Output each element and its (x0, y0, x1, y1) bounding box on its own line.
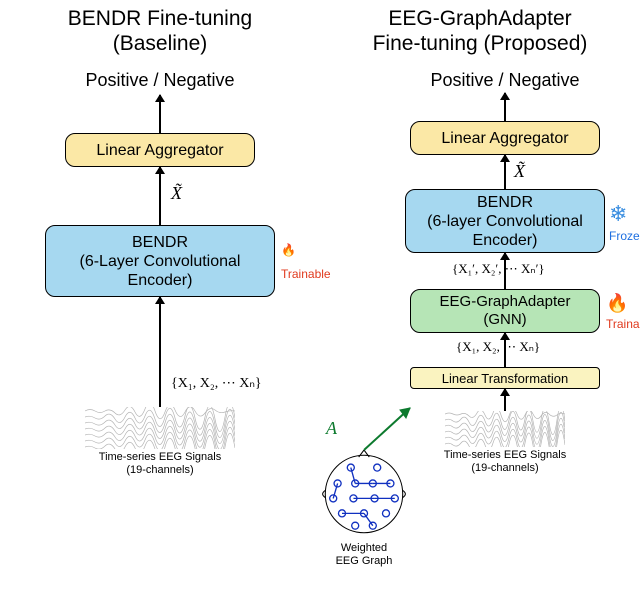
right-bendr-l2: (6-layer Convolutional (427, 212, 583, 231)
arrow-up-icon (504, 155, 506, 189)
left-caption-l2: (19-channels) (126, 464, 193, 476)
right-bendr-block: BENDR (6-layer Convolutional Encoder) (405, 189, 605, 253)
right-bendr-l3: Encoder) (473, 231, 538, 250)
right-gnn-l1: EEG-GraphAdapter (440, 293, 571, 311)
left-title-l2: (Baseline) (113, 32, 208, 55)
graph-caption: Weighted EEG Graph (322, 542, 406, 567)
right-trainable-label: Trainable (606, 317, 640, 331)
left-bendr-block: BENDR (6-Layer Convolutional Encoder) (45, 225, 275, 297)
right-title: EEG-GraphAdapter Fine-tuning (Proposed) (373, 6, 588, 56)
right-caption: Time-series EEG Signals (19-channels) (444, 449, 566, 474)
left-bendr-l3: Encoder) (128, 271, 193, 290)
left-caption: Time-series EEG Signals (19-channels) (99, 451, 221, 476)
graph-caption-l1: Weighted (341, 542, 387, 554)
right-xset: {X₁, X₂, ⋯ Xₙ} (456, 339, 540, 355)
left-xtilde: X̃ (171, 183, 182, 204)
eeg-signals-icon (85, 407, 235, 449)
right-title-l1: EEG-GraphAdapter (388, 7, 571, 30)
left-aggregator-block: Linear Aggregator (65, 133, 255, 167)
right-aggregator-block: Linear Aggregator (410, 121, 600, 155)
right-gnn-l2: (GNN) (483, 311, 526, 329)
arrow-up-icon (504, 389, 506, 411)
fire-icon: 🔥 (281, 243, 296, 257)
right-aggregator-label: Linear Aggregator (441, 129, 568, 148)
right-arrow2-wrap: X̃ (504, 155, 506, 189)
arrow-up-icon (504, 93, 506, 121)
right-lintrans-block: Linear Transformation (410, 367, 600, 389)
green-arrow-icon (340, 400, 420, 455)
right-xprime: {X₁′, X₂′, ⋯ Xₙ′} (452, 261, 545, 277)
right-xtilde: X̃ (514, 161, 525, 182)
left-trainable-label: Trainable (281, 267, 331, 281)
eeg-signals-icon (445, 411, 565, 447)
right-gnn-wrap: EEG-GraphAdapter (GNN) 🔥 Trainable (410, 289, 600, 333)
right-caption-l1: Time-series EEG Signals (444, 449, 566, 461)
right-lintrans-label: Linear Transformation (442, 371, 568, 386)
arrow-up-icon (159, 167, 161, 225)
left-arrow3-wrap: {X₁, X₂, ⋯ Xₙ} (159, 297, 161, 407)
right-arrow3-wrap: {X₁′, X₂′, ⋯ Xₙ′} (504, 253, 506, 289)
left-xset: {X₁, X₂, ⋯ Xₙ} (171, 375, 262, 392)
snowflake-icon: ❄ (609, 201, 627, 227)
left-arrow2-wrap: X̃ (159, 167, 161, 225)
left-output: Positive / Negative (85, 70, 234, 91)
left-bendr-l1: BENDR (132, 233, 188, 252)
right-caption-l2: (19-channels) (471, 462, 538, 474)
baseline-column: BENDR Fine-tuning (Baseline) Positive / … (10, 0, 310, 477)
left-title: BENDR Fine-tuning (Baseline) (68, 6, 252, 56)
A-label: A (326, 418, 337, 439)
right-gnn-block: EEG-GraphAdapter (GNN) (410, 289, 600, 333)
graph-caption-l2: EEG Graph (336, 555, 393, 567)
arrow-up-icon (159, 297, 161, 407)
left-aggregator-label: Linear Aggregator (96, 141, 223, 160)
left-title-l1: BENDR Fine-tuning (68, 7, 252, 30)
left-bendr-l2: (6-Layer Convolutional (80, 252, 241, 271)
fire-icon: 🔥 (606, 293, 628, 314)
right-frozen-label: Frozen (609, 229, 640, 243)
eeg-head-graph-icon (320, 450, 408, 538)
left-bendr-wrap: BENDR (6-Layer Convolutional Encoder) 🔥 … (45, 225, 275, 297)
left-caption-l1: Time-series EEG Signals (99, 451, 221, 463)
right-title-l2: Fine-tuning (Proposed) (373, 32, 588, 55)
right-output: Positive / Negative (430, 70, 579, 91)
right-bendr-l1: BENDR (477, 193, 533, 212)
right-arrow4-wrap: {X₁, X₂, ⋯ Xₙ} (504, 333, 506, 367)
right-bendr-wrap: BENDR (6-layer Convolutional Encoder) ❄ … (405, 189, 605, 253)
arrow-up-icon (159, 95, 161, 133)
